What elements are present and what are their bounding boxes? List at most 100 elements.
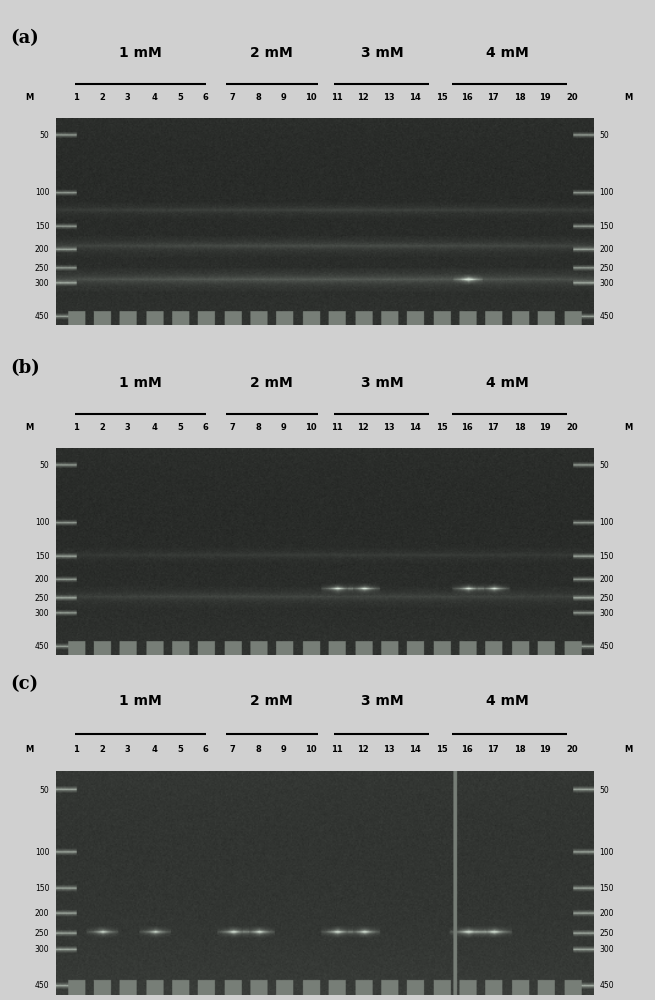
Text: 19: 19: [539, 745, 551, 754]
Text: 18: 18: [514, 423, 525, 432]
Text: 8: 8: [255, 423, 261, 432]
Text: 7: 7: [230, 745, 236, 754]
Text: 6: 6: [203, 93, 209, 102]
Text: 1 mM: 1 mM: [119, 46, 162, 60]
Text: 300: 300: [599, 945, 614, 954]
Text: 3 mM: 3 mM: [360, 46, 403, 60]
Text: 14: 14: [409, 93, 421, 102]
Text: 100: 100: [35, 848, 49, 857]
Text: 250: 250: [35, 264, 49, 273]
Text: 300: 300: [599, 279, 614, 288]
Text: M: M: [625, 423, 633, 432]
Text: 12: 12: [358, 93, 369, 102]
Text: 17: 17: [487, 423, 498, 432]
Text: 4: 4: [151, 423, 157, 432]
Text: 2: 2: [99, 423, 105, 432]
Text: M: M: [625, 745, 633, 754]
Text: 9: 9: [281, 93, 287, 102]
Text: 150: 150: [35, 884, 49, 893]
Text: 150: 150: [599, 552, 614, 561]
Text: 15: 15: [436, 423, 447, 432]
Text: 13: 13: [383, 423, 395, 432]
Text: 19: 19: [539, 93, 551, 102]
Text: 150: 150: [35, 552, 49, 561]
Text: 12: 12: [358, 745, 369, 754]
Text: 450: 450: [599, 642, 614, 651]
Text: 4 mM: 4 mM: [486, 46, 529, 60]
Text: 20: 20: [566, 423, 578, 432]
Text: 6: 6: [203, 745, 209, 754]
Text: 10: 10: [305, 745, 316, 754]
Text: 50: 50: [599, 131, 609, 140]
Text: 10: 10: [305, 93, 316, 102]
Text: 16: 16: [461, 93, 473, 102]
Text: 100: 100: [599, 518, 614, 527]
Text: 15: 15: [436, 93, 447, 102]
Text: 11: 11: [331, 745, 343, 754]
Text: 100: 100: [35, 518, 49, 527]
Text: (b): (b): [10, 359, 39, 377]
Text: 1: 1: [73, 423, 79, 432]
Text: 9: 9: [281, 745, 287, 754]
Text: 16: 16: [461, 423, 473, 432]
Text: 450: 450: [35, 642, 49, 651]
Text: 3: 3: [125, 93, 130, 102]
Text: 200: 200: [35, 245, 49, 254]
Text: 100: 100: [35, 188, 49, 197]
Text: 9: 9: [281, 423, 287, 432]
Text: 300: 300: [35, 609, 49, 618]
Text: 2: 2: [99, 93, 105, 102]
Text: 18: 18: [514, 745, 525, 754]
Text: M: M: [26, 745, 33, 754]
Text: 5: 5: [178, 423, 183, 432]
Text: 250: 250: [35, 929, 49, 938]
Text: 2 mM: 2 mM: [250, 376, 293, 390]
Text: 5: 5: [178, 745, 183, 754]
Text: 200: 200: [599, 575, 614, 584]
Text: 13: 13: [383, 745, 395, 754]
Text: 17: 17: [487, 745, 498, 754]
Text: 10: 10: [305, 423, 316, 432]
Text: 7: 7: [230, 93, 236, 102]
Text: 200: 200: [599, 245, 614, 254]
Text: 17: 17: [487, 93, 498, 102]
Text: 14: 14: [409, 423, 421, 432]
Text: 450: 450: [599, 981, 614, 990]
Text: 450: 450: [35, 981, 49, 990]
Text: 450: 450: [599, 312, 614, 321]
Text: 16: 16: [461, 745, 473, 754]
Text: M: M: [26, 423, 33, 432]
Text: 250: 250: [599, 594, 614, 603]
Text: 19: 19: [539, 423, 551, 432]
Text: 250: 250: [35, 594, 49, 603]
Text: 3: 3: [125, 745, 130, 754]
Text: 200: 200: [35, 575, 49, 584]
Text: 250: 250: [599, 264, 614, 273]
Text: 450: 450: [35, 312, 49, 321]
Text: 14: 14: [409, 745, 421, 754]
Text: 8: 8: [255, 93, 261, 102]
Text: 150: 150: [599, 222, 614, 231]
Text: 1: 1: [73, 745, 79, 754]
Text: 1 mM: 1 mM: [119, 376, 162, 390]
Text: 12: 12: [358, 423, 369, 432]
Text: 200: 200: [35, 909, 49, 918]
Text: 300: 300: [35, 945, 49, 954]
Text: 4 mM: 4 mM: [486, 376, 529, 390]
Text: 50: 50: [39, 131, 49, 140]
Text: 150: 150: [599, 884, 614, 893]
Text: 5: 5: [178, 93, 183, 102]
Text: 50: 50: [39, 461, 49, 470]
Text: 2: 2: [99, 745, 105, 754]
Text: 250: 250: [599, 929, 614, 938]
Text: 4 mM: 4 mM: [486, 694, 529, 708]
Text: 4: 4: [151, 93, 157, 102]
Text: 100: 100: [599, 188, 614, 197]
Text: 200: 200: [599, 909, 614, 918]
Text: 300: 300: [35, 279, 49, 288]
Text: 4: 4: [151, 745, 157, 754]
Text: 3: 3: [125, 423, 130, 432]
Text: 150: 150: [35, 222, 49, 231]
Text: (c): (c): [10, 675, 38, 693]
Text: 50: 50: [599, 461, 609, 470]
